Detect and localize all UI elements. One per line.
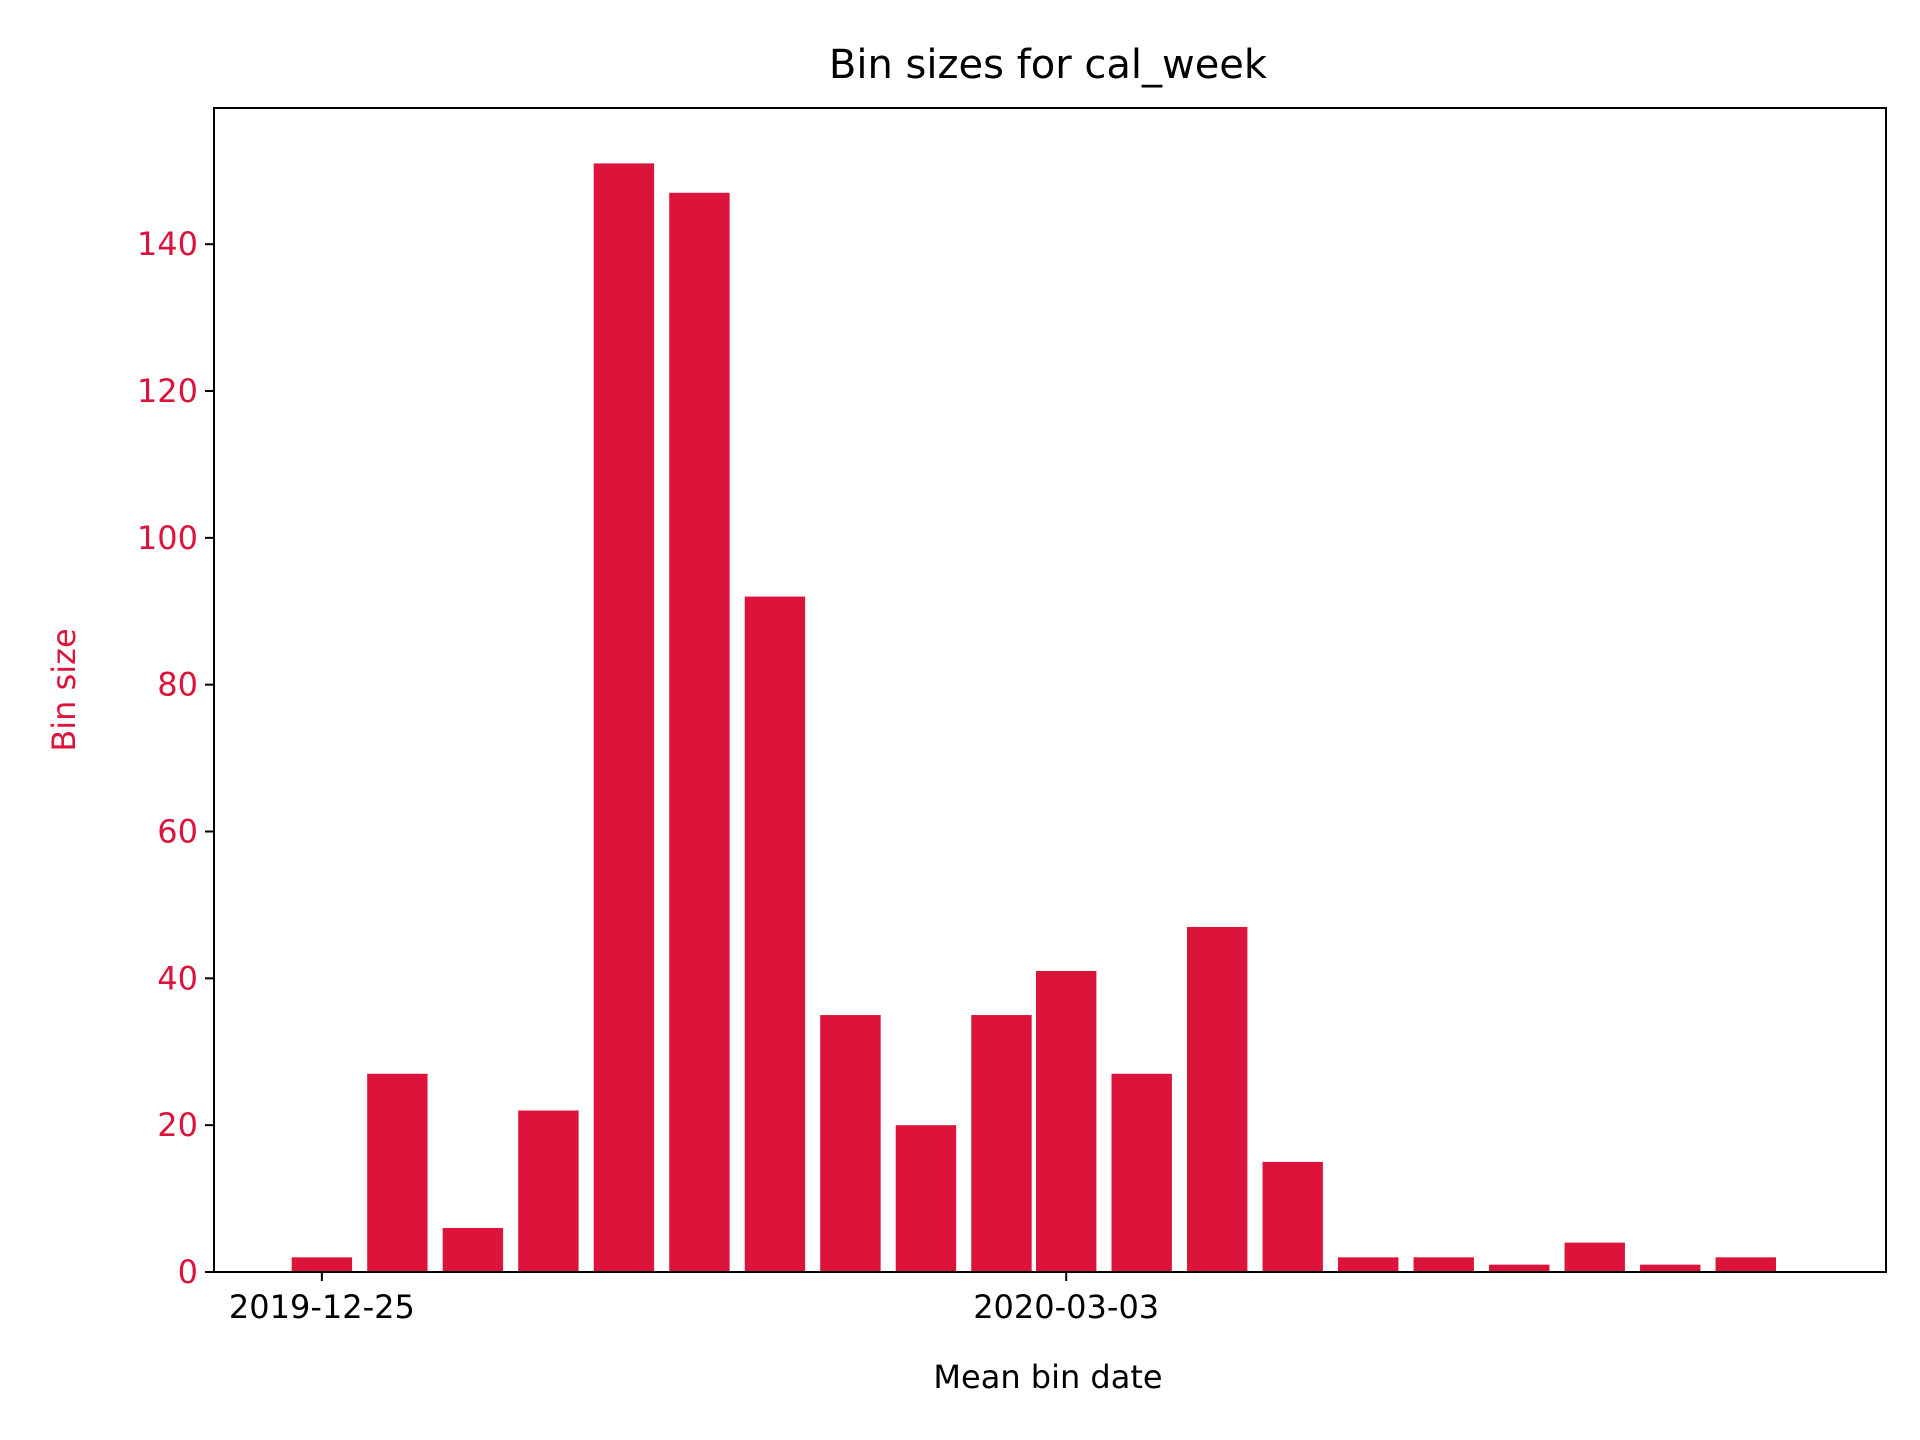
- y-axis: 0 20 40 60 80 100 120 140: [137, 225, 214, 1291]
- y-tick-label: 60: [157, 813, 198, 851]
- bar: [442, 1227, 504, 1272]
- bar: [1338, 1257, 1399, 1272]
- y-tick-label: 80: [157, 666, 198, 704]
- bar-series: [291, 163, 1776, 1273]
- bar: [1489, 1264, 1550, 1272]
- x-tick-label: 2020-03-03: [973, 1288, 1159, 1326]
- y-tick-label: 140: [137, 225, 198, 263]
- bar: [291, 1257, 353, 1272]
- chart-title: Bin sizes for cal_week: [829, 42, 1268, 88]
- bar: [1262, 1161, 1323, 1272]
- x-tick-label: 2019-12-25: [229, 1288, 415, 1326]
- bar: [744, 596, 806, 1272]
- bar: [1640, 1264, 1701, 1272]
- y-tick-label: 20: [157, 1106, 198, 1144]
- bar: [971, 1015, 1032, 1272]
- bar: [1715, 1257, 1776, 1272]
- bar: [820, 1015, 881, 1272]
- bar: [1035, 971, 1097, 1272]
- bar: [367, 1073, 428, 1272]
- y-tick-label: 40: [157, 959, 198, 997]
- bar: [593, 163, 655, 1273]
- y-axis-label: Bin size: [45, 628, 83, 751]
- bar: [669, 192, 730, 1272]
- bar: [1187, 926, 1248, 1272]
- x-axis-label: Mean bin date: [933, 1358, 1162, 1396]
- y-tick-label: 100: [137, 519, 198, 557]
- bar: [1413, 1257, 1474, 1272]
- y-tick-label: 120: [137, 372, 198, 410]
- bar: [1564, 1242, 1625, 1272]
- plot-frame: [213, 107, 1887, 1273]
- x-axis: 2019-12-25 2020-03-03: [229, 1272, 1159, 1326]
- bar: [518, 1110, 579, 1272]
- bar: [895, 1125, 957, 1272]
- y-tick-label: 0: [178, 1253, 198, 1291]
- bar: [1111, 1073, 1172, 1272]
